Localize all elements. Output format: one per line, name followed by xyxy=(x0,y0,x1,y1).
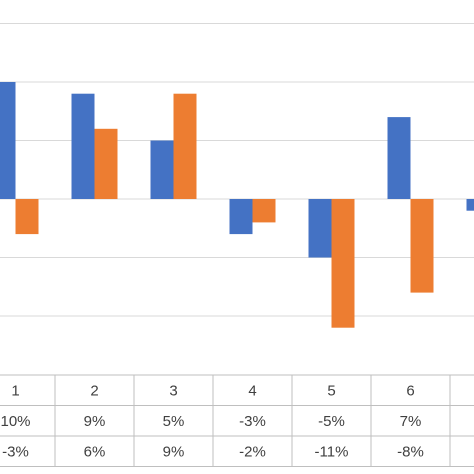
table-cell: 9% xyxy=(84,413,106,430)
x-tick-label: 3 xyxy=(169,382,177,399)
x-tick-label: 1 xyxy=(11,382,19,399)
table-cell: 7% xyxy=(400,413,422,430)
bar-series-1-category-4 xyxy=(229,199,253,235)
table-cell: -2% xyxy=(239,443,266,460)
table-cell: -8% xyxy=(397,443,424,460)
bar-series-1-category-2 xyxy=(71,93,95,199)
bar-series-2-category-1 xyxy=(15,199,39,235)
table-cell: -3% xyxy=(239,413,266,430)
bar-series-2-category-4 xyxy=(252,199,276,223)
table-cell: 9% xyxy=(163,443,185,460)
table-cell: -3% xyxy=(2,443,29,460)
bar-series-1-category-1 xyxy=(0,82,16,199)
bar-series-1-category-3 xyxy=(150,140,174,199)
bar-series-2-category-6 xyxy=(410,199,434,293)
x-tick-label: 5 xyxy=(327,382,335,399)
bar-series-2-category-5 xyxy=(331,199,355,328)
bar-series-2-category-3 xyxy=(173,93,197,199)
table-cell: 10% xyxy=(0,413,30,430)
x-tick-label: 6 xyxy=(406,382,414,399)
bars xyxy=(0,82,474,328)
x-tick-label: 2 xyxy=(90,382,98,399)
bar-series-2-category-2 xyxy=(94,128,118,199)
bar-series-1-category-5 xyxy=(308,199,332,258)
data-table: 123456710%9%5%-3%-5%7%-3%6%9%-2%-11%-8% xyxy=(0,374,474,467)
bar-series-1-category-7 xyxy=(466,199,474,211)
table-cell: -5% xyxy=(318,413,345,430)
table-cell: 5% xyxy=(163,413,185,430)
table-cell: 6% xyxy=(84,443,106,460)
table-cell: -11% xyxy=(315,443,349,460)
bar-series-1-category-6 xyxy=(387,117,411,199)
x-tick-label: 4 xyxy=(248,382,256,399)
